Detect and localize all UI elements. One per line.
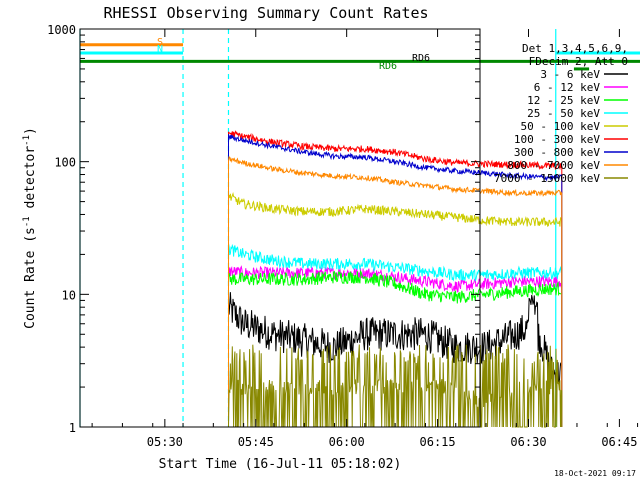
y-tick-label-2: 100 xyxy=(54,156,76,170)
legend-label-6: 300 - 800 keV xyxy=(514,146,600,159)
series-line-8 xyxy=(228,344,563,428)
legend-label-3: 25 - 50 keV xyxy=(527,107,600,120)
x-tick-label-3: 06:15 xyxy=(420,435,456,449)
x-tick-label-5: 06:45 xyxy=(601,435,637,449)
bar-label-rd6-upper: RD6 xyxy=(412,53,430,64)
bar-label-rd6: RD6 xyxy=(379,61,397,72)
y-axis-label: Count Rate (s-1 detector-1) xyxy=(22,127,38,329)
legend-header-line2: FDecim 2, Att 0 xyxy=(529,55,628,68)
series-line-3 xyxy=(228,243,563,427)
legend-header-line1: Det 1,3,4,5,6,9, xyxy=(522,42,628,55)
x-axis-label: Start Time (16-Jul-11 05:18:02) xyxy=(159,457,402,472)
series-line-5 xyxy=(228,130,563,427)
legend-label-4: 50 - 100 keV xyxy=(521,120,601,133)
plot-frame xyxy=(79,28,481,428)
plot-area: 05:30 05:45 06:00 06:15 06:30 06:45 1 10 100 100… xyxy=(47,23,640,449)
series-line-4 xyxy=(228,192,563,427)
bar-label-n: N xyxy=(157,44,163,55)
series-line-7 xyxy=(228,156,563,427)
chart-title: RHESSI Observing Summary Count Rates xyxy=(103,4,428,22)
legend-label-2: 12 - 25 keV xyxy=(527,94,600,107)
legend-label-8: 7000 - 15000 keV xyxy=(494,172,600,185)
series-line-6 xyxy=(228,134,563,427)
legend-label-5: 100 - 300 keV xyxy=(514,133,600,146)
bar-labels: S N RD6 RD6 xyxy=(157,37,430,72)
bar-label-s: S xyxy=(157,37,163,48)
footer-timestamp: 18-Oct-2021 09:17 xyxy=(554,469,636,478)
legend-label-0: 3 - 6 keV xyxy=(540,68,600,81)
x-tick-label-2: 06:00 xyxy=(329,435,365,449)
legend: Det 1,3,4,5,6,9, FDecim 2, Att 0 3 - 6 k… xyxy=(494,42,628,185)
y-tick-label-3: 1000 xyxy=(47,23,76,37)
x-tick-label-0: 05:30 xyxy=(147,435,183,449)
legend-label-7: 800 - 7000 keV xyxy=(507,159,600,172)
x-tick-label-4: 06:30 xyxy=(510,435,546,449)
series-line-2 xyxy=(228,269,563,427)
y-tick-label-0: 1 xyxy=(69,421,76,435)
legend-label-1: 6 - 12 keV xyxy=(534,81,601,94)
x-tick-label-1: 05:45 xyxy=(238,435,274,449)
series-line-0 xyxy=(228,292,563,427)
y-tick-label-1: 10 xyxy=(62,288,76,302)
